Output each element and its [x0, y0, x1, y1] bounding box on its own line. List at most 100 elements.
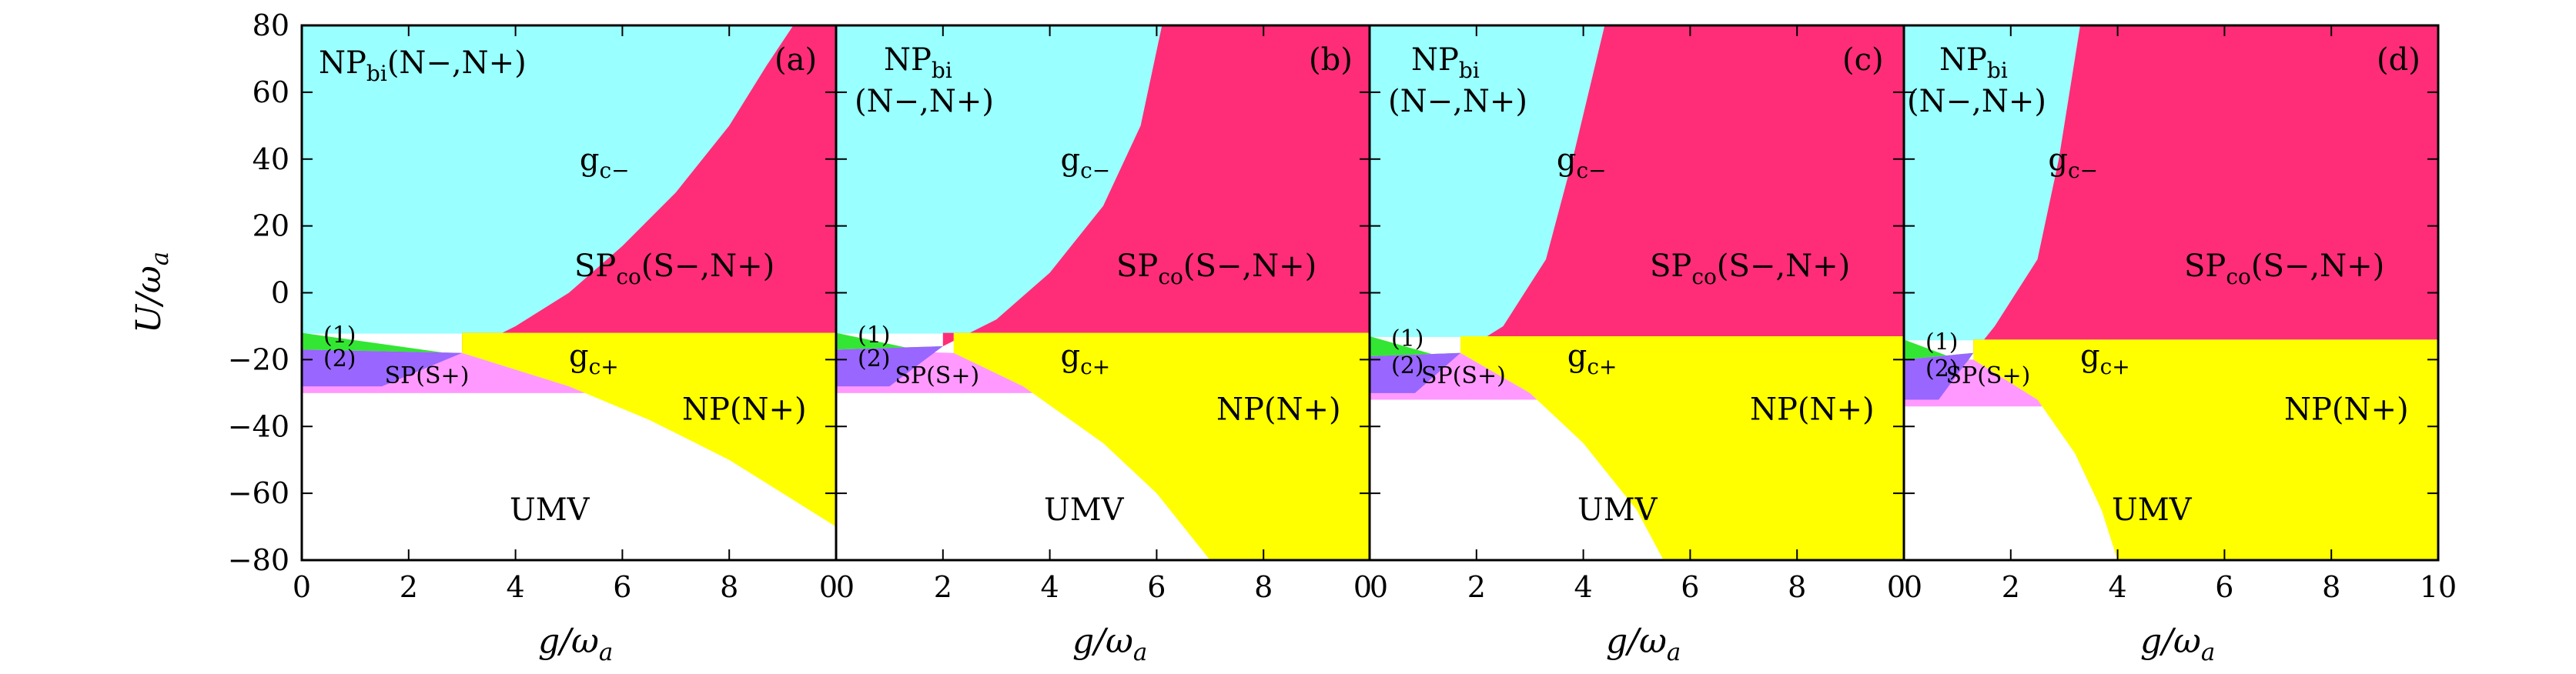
gc-minus-label: gc−	[1060, 142, 1110, 183]
x-tick-label: 0	[836, 570, 855, 604]
np-bi-label: NPbi	[1939, 42, 2008, 83]
x-tick-label: 2	[2002, 570, 2020, 604]
umv-label: UMV	[1577, 492, 1658, 528]
y-axis-title: U/ωa	[129, 252, 174, 333]
y-tick-label: 20	[253, 209, 289, 243]
x-tick-label: 6	[613, 570, 631, 604]
sp-plus-label: SP(S+)	[895, 362, 979, 389]
panel-d: 0 2 4 6 8 10 g/ωa (d) NPbi(N−,N+)gc− SPco(S−,N+) g…	[1902, 24, 2457, 666]
sp-co-label: SPco(S−,N+)	[1650, 249, 1850, 289]
y-tick-label: 0	[271, 276, 289, 310]
x-tick-label: 8	[2322, 570, 2340, 604]
np-plus-label: NP(N+)	[2284, 392, 2409, 428]
np-plus-region	[1460, 335, 1904, 560]
region-1-label: (1)	[1925, 329, 1959, 355]
y-tick-label: −20	[228, 342, 289, 376]
panel-a: 0 2 4 6 8 0 g/ωa (a) NPbi(N−,N+) gc− SPco(S−,N+) gc…	[293, 24, 838, 666]
sp-plus-label: SP(S+)	[1421, 362, 1506, 389]
region-1-label: (1)	[858, 322, 891, 349]
x-tick-label: 8	[720, 570, 738, 604]
np-plus-region	[1973, 339, 2438, 560]
umv-label: UMV	[510, 492, 590, 528]
sp-co-region	[1460, 25, 1904, 353]
x-tick-label: 2	[400, 570, 418, 604]
y-tick-label: 40	[253, 142, 289, 176]
np-bi-args-label: (N−,N+)	[855, 84, 994, 119]
phase-regions	[1904, 25, 2438, 560]
gc-plus-label: gc+	[2080, 339, 2130, 379]
sp-plus-label: SP(S+)	[1945, 362, 2030, 389]
x-tick-label: 0	[1887, 570, 1905, 604]
gc-plus-label: gc+	[569, 339, 619, 379]
np-plus-region	[953, 332, 1370, 560]
panel-tag: (d)	[2377, 42, 2420, 78]
panel-c: 0 2 4 6 8 0 g/ωa (c) NPbi(N−,N+) gc− SPco(S−,N+) gc…	[1368, 24, 1905, 666]
sp-co-region	[462, 25, 836, 353]
y-tick-label: −60	[228, 476, 289, 510]
x-tick-label: 4	[1574, 570, 1593, 604]
x-tick-label: 6	[1147, 570, 1166, 604]
region-1	[302, 332, 463, 353]
x-tick-label: 2	[1467, 570, 1486, 604]
x-tick-label: 0	[1370, 570, 1388, 604]
np-bi-args-label: (N−,N+)	[1907, 84, 2046, 119]
phase-regions	[836, 25, 1370, 560]
sp-co-region	[1973, 25, 2438, 353]
panel-b: 0 2 4 6 8 0 g/ωa (b) NPbi(N−,N+) gc− SPco(S−,N+) gc…	[835, 24, 1372, 666]
np-bi-label: NPbi(N−,N+)	[319, 45, 527, 86]
sp-co-label: SPco(S−,N+)	[1116, 249, 1316, 289]
x-tick-label: 4	[507, 570, 525, 604]
gc-minus-label: gc−	[1557, 142, 1607, 183]
np-plus-label: NP(N+)	[682, 392, 807, 428]
umv-label: UMV	[1044, 492, 1125, 528]
region-2	[836, 346, 943, 387]
x-tick-label: 4	[1041, 570, 1059, 604]
np-bi-args-label: (N−,N+)	[1388, 84, 1527, 119]
x-tick-label: 4	[2109, 570, 2127, 604]
umv-label: UMV	[2112, 492, 2193, 528]
x-axis-title: g/ωa	[538, 622, 613, 666]
phase-regions	[1370, 25, 1904, 560]
y-tick-label: −40	[228, 409, 289, 443]
x-tick-label: 2	[934, 570, 952, 604]
sp-co-label: SPco(S−,N+)	[2184, 249, 2384, 289]
x-tick-label: 10	[2420, 570, 2457, 604]
np-plus-label: NP(N+)	[1750, 392, 1875, 428]
panel-tag: (c)	[1842, 42, 1884, 78]
region-1-label: (1)	[323, 322, 356, 349]
np-bi-label: NPbi	[884, 42, 952, 83]
sp-plus-label: SP(S+)	[385, 362, 470, 389]
gc-plus-label: gc+	[1567, 339, 1618, 379]
x-axis-title: g/ωa	[1606, 622, 1681, 666]
x-tick-label: 0	[1353, 570, 1372, 604]
x-tick-label: 8	[1254, 570, 1273, 604]
x-axis-title: g/ωa	[2140, 622, 2215, 666]
region-2	[1904, 352, 1974, 400]
panel-tag: (b)	[1309, 42, 1353, 78]
x-tick-label: 0	[293, 570, 311, 604]
x-tick-label: 6	[1681, 570, 1699, 604]
region-2	[1370, 352, 1460, 393]
panel-tag: (a)	[774, 42, 817, 78]
y-tick-label: 80	[253, 8, 289, 42]
region-1-label: (1)	[1391, 325, 1424, 352]
np-plus-label: NP(N+)	[1216, 392, 1341, 428]
gc-plus-label: gc+	[1060, 339, 1110, 379]
region-2-label: (2)	[1925, 355, 1959, 382]
x-tick-label: 8	[1788, 570, 1806, 604]
x-tick-label: 0	[1904, 570, 1922, 604]
y-tick-label: 60	[253, 75, 289, 109]
sp-co-region	[942, 25, 1370, 346]
x-axis-title: g/ωa	[1072, 622, 1147, 666]
phase-regions	[302, 25, 836, 560]
region-2	[302, 349, 463, 387]
np-plus-region	[462, 332, 836, 560]
x-tick-label: 0	[819, 570, 838, 604]
gc-minus-label: gc−	[580, 142, 630, 183]
gc-minus-label: gc−	[2048, 142, 2098, 183]
region-2-label: (2)	[323, 345, 356, 372]
y-tick-label: −80	[228, 543, 289, 577]
x-tick-label: 6	[2215, 570, 2233, 604]
sp-co-label: SPco(S−,N+)	[574, 249, 774, 289]
